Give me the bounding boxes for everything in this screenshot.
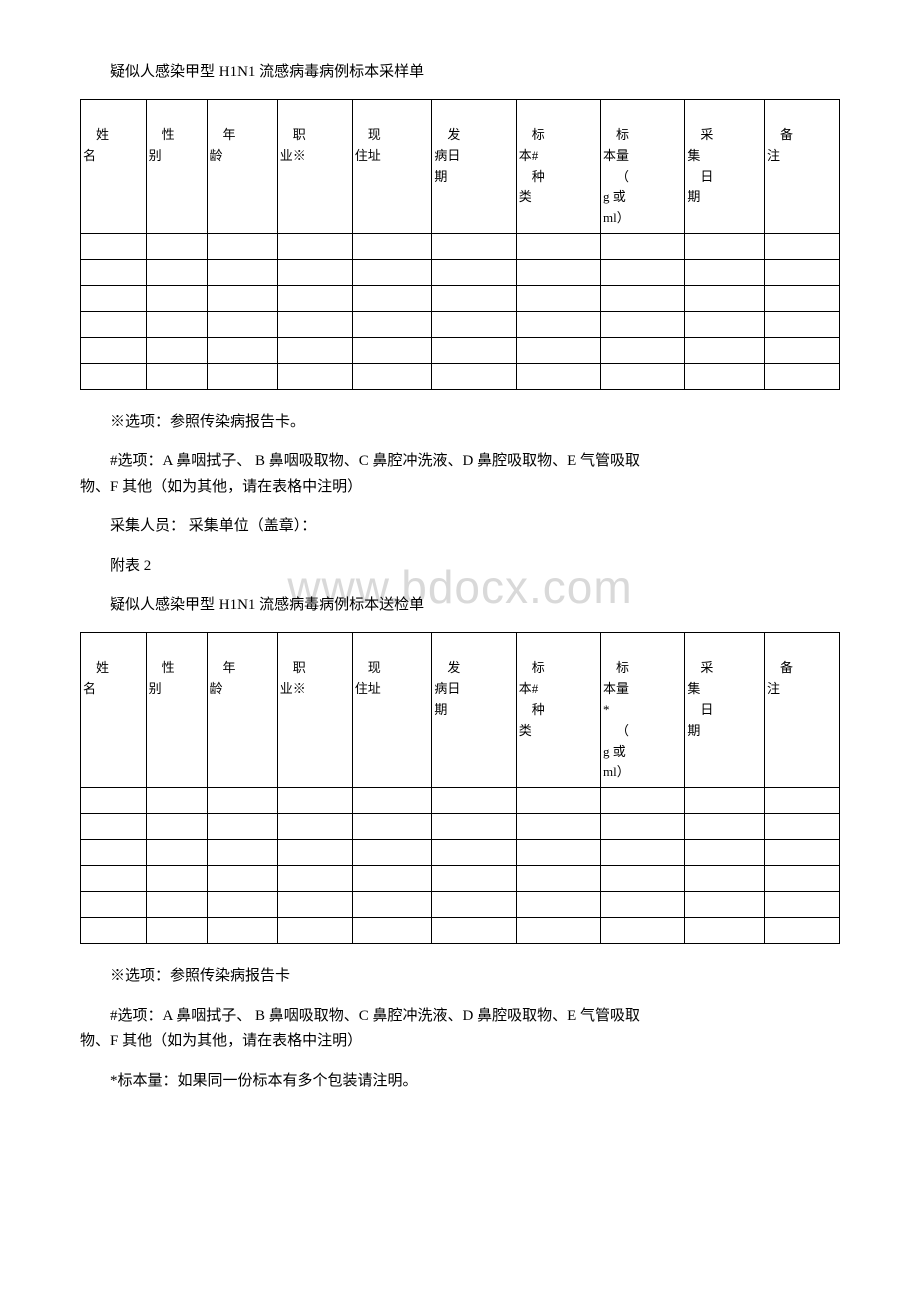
header-gender: 性别 — [146, 633, 207, 788]
table-row — [81, 840, 840, 866]
table-row — [81, 311, 840, 337]
header-name: 姓名 — [81, 633, 147, 788]
header-address: 现住址 — [352, 633, 432, 788]
header-gender: 性别 — [146, 100, 207, 234]
section1-title: 疑似人感染甲型 H1N1 流感病毒病例标本采样单 — [80, 60, 840, 81]
header-sample-type: 标本# 种类 — [516, 633, 600, 788]
header-collect-date: 采集 日期 — [685, 100, 765, 234]
header-onset-date: 发病日期 — [432, 100, 516, 234]
section2-note-star: *标本量：如果同一份标本有多个包装请注明。 — [80, 1069, 840, 1095]
section2-note-hash: #选项：A 鼻咽拭子、 B 鼻咽吸取物、C 鼻腔冲洗液、D 鼻腔吸取物、E 气管… — [80, 1004, 840, 1055]
header-collect-date: 采集 日期 — [685, 633, 765, 788]
header-job: 职业※ — [277, 100, 352, 234]
table-row — [81, 866, 840, 892]
section1-note-asterisk: ※选项：参照传染病报告卡。 — [80, 410, 840, 436]
header-remark: 备注 — [765, 633, 840, 788]
header-age: 年龄 — [207, 100, 277, 234]
table-header-row: 姓名 性别 年龄 职业※ 现住址 发病日期 标本# 种类 标本量* （g 或ml… — [81, 633, 840, 788]
table-row — [81, 259, 840, 285]
table-row — [81, 788, 840, 814]
header-age: 年龄 — [207, 633, 277, 788]
header-sample-type: 标本# 种类 — [516, 100, 600, 234]
header-remark: 备注 — [765, 100, 840, 234]
header-name: 姓名 — [81, 100, 147, 234]
table-row — [81, 363, 840, 389]
section1-note-hash: #选项：A 鼻咽拭子、 B 鼻咽吸取物、C 鼻腔冲洗液、D 鼻腔吸取物、E 气管… — [80, 449, 840, 500]
header-address: 现住址 — [352, 100, 432, 234]
section1-collector-info: 采集人员： 采集单位（盖章）： — [80, 514, 840, 540]
table-header-row: 姓名 性别 年龄 职业※ 现住址 发病日期 标本# 种类 标本量 （g 或ml）… — [81, 100, 840, 234]
table-row — [81, 285, 840, 311]
sampling-form-table: 姓名 性别 年龄 职业※ 现住址 发病日期 标本# 种类 标本量 （g 或ml）… — [80, 99, 840, 390]
table-row — [81, 233, 840, 259]
table-row — [81, 918, 840, 944]
table-row — [81, 814, 840, 840]
table-row — [81, 337, 840, 363]
header-sample-amount: 标本量* （g 或ml） — [601, 633, 685, 788]
submission-form-table: 姓名 性别 年龄 职业※ 现住址 发病日期 标本# 种类 标本量* （g 或ml… — [80, 632, 840, 944]
header-job: 职业※ — [277, 633, 352, 788]
table-row — [81, 892, 840, 918]
header-sample-amount: 标本量 （g 或ml） — [601, 100, 685, 234]
section2-note-asterisk: ※选项：参照传染病报告卡 — [80, 964, 840, 990]
appendix-label: 附表 2 — [80, 554, 840, 580]
section2-title: 疑似人感染甲型 H1N1 流感病毒病例标本送检单 — [80, 593, 840, 614]
header-onset-date: 发病日期 — [432, 633, 516, 788]
